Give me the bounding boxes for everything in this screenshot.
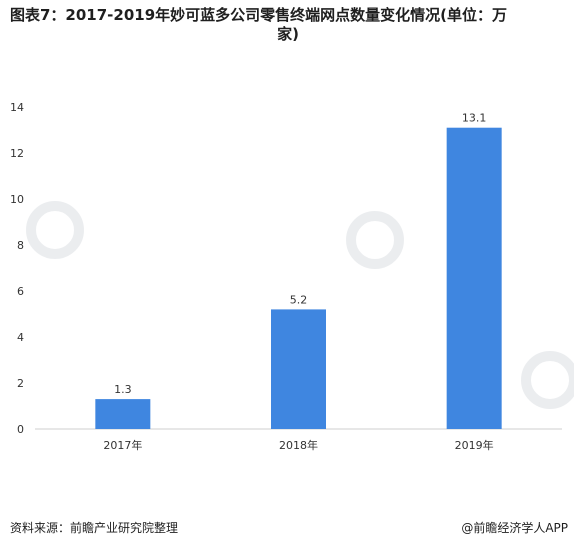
chart-title-line2: 家) (277, 25, 299, 43)
chart-title: 图表7：2017-2019年妙可蓝多公司零售终端网点数量变化情况(单位：万 家) (10, 6, 566, 44)
data-labels: 1.3 5.2 13.1 (114, 112, 486, 396)
y-tick-label: 6 (17, 285, 24, 298)
x-axis: 2017年 2018年 2019年 (103, 438, 493, 452)
y-tick-label: 14 (10, 101, 24, 114)
bar (271, 309, 326, 429)
source-note: 资料来源：前瞻产业研究院整理 (10, 521, 179, 535)
x-tick-label: 2018年 (279, 438, 318, 452)
chart-title-line1: 图表7：2017-2019年妙可蓝多公司零售终端网点数量变化情况(单位：万 (10, 6, 508, 24)
y-tick-label: 4 (17, 331, 24, 344)
x-tick-label: 2019年 (455, 438, 494, 452)
y-tick-label: 8 (17, 239, 24, 252)
y-tick-label: 12 (10, 147, 24, 160)
bar (95, 399, 151, 429)
y-tick-label: 0 (17, 423, 24, 436)
bar-value-label: 5.2 (290, 293, 308, 306)
bar-value-label: 1.3 (114, 383, 132, 396)
y-tick-label: 10 (10, 193, 24, 206)
y-tick-label: 2 (17, 377, 24, 390)
brand-watermark: @前瞻经济学人APP (461, 521, 568, 535)
bar (446, 127, 502, 429)
y-axis: 0 2 4 6 8 10 12 14 (10, 101, 24, 436)
bar-value-label: 13.1 (462, 112, 487, 125)
bars (95, 127, 502, 429)
x-tick-label: 2017年 (103, 438, 142, 452)
